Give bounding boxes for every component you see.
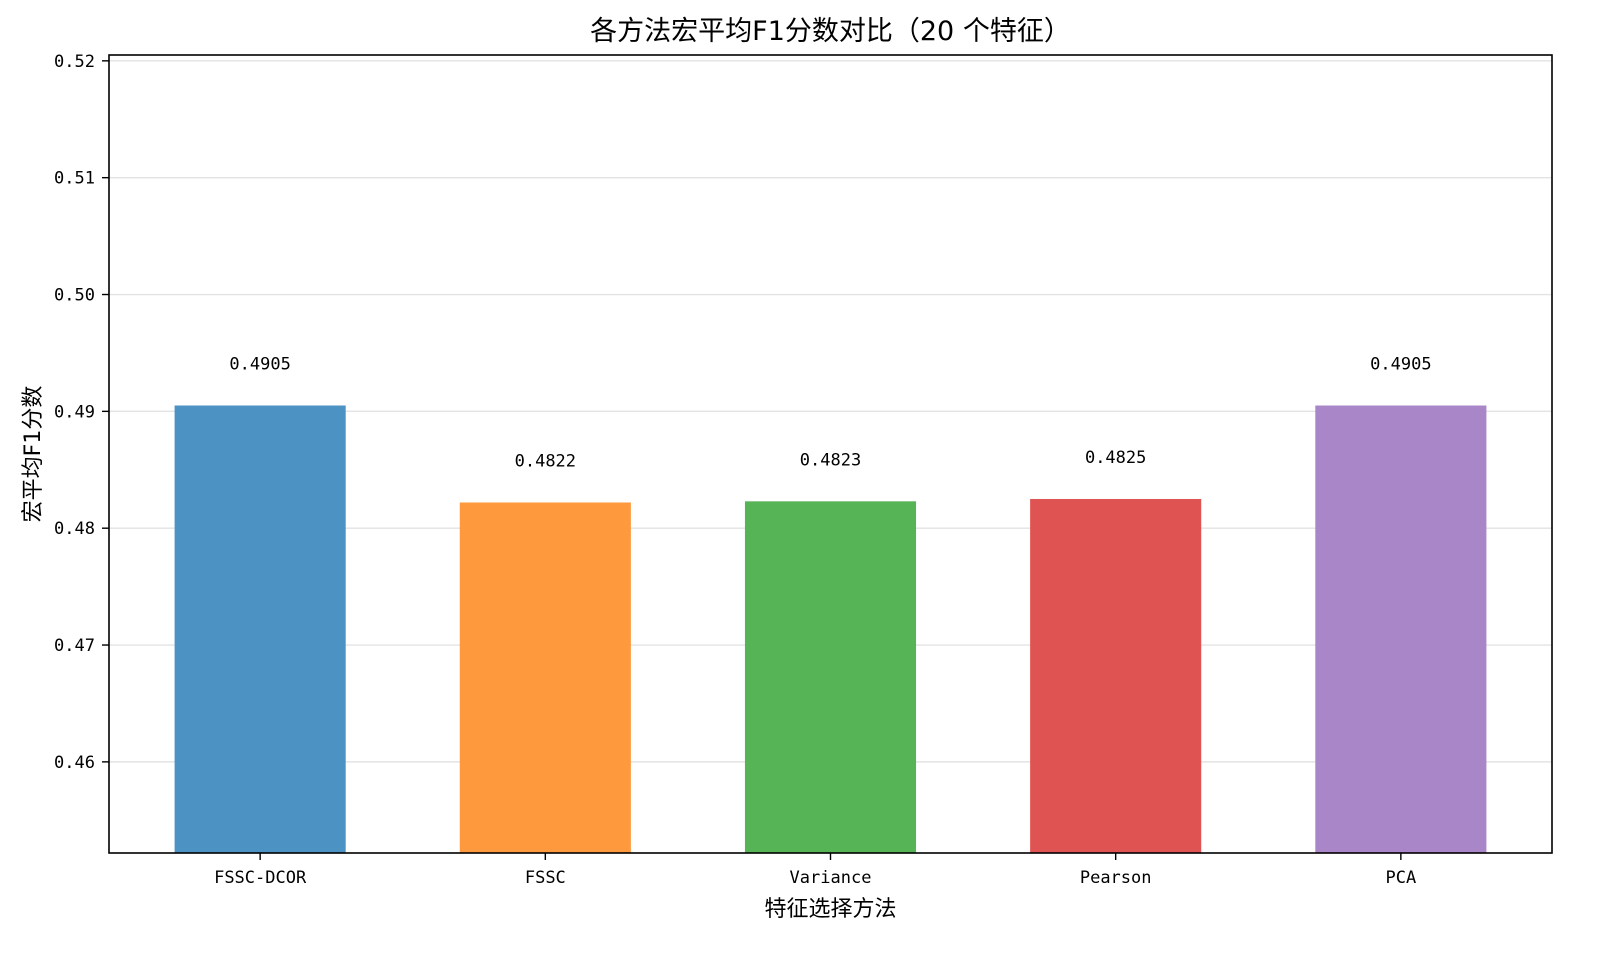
data-label: 0.4905 xyxy=(1370,355,1431,375)
data-labels: 0.4905 0.4822 0.4823 0.4825 0.4905 xyxy=(229,355,1431,472)
y-tick-label: 0.52 xyxy=(54,52,95,72)
bar-pca xyxy=(1315,405,1487,853)
y-axis-label: 宏平均F1分数 xyxy=(21,386,46,523)
bar-fssc-dcor xyxy=(174,405,346,853)
y-tick-label: 0.47 xyxy=(54,636,95,656)
x-tick-label: Variance xyxy=(790,868,872,888)
data-label: 0.4825 xyxy=(1085,448,1146,468)
x-axis-ticks: FSSC-DCOR FSSC Variance Pearson PCA xyxy=(214,853,1416,888)
data-label: 0.4823 xyxy=(800,450,861,470)
data-label: 0.4905 xyxy=(229,355,290,375)
y-tick-label: 0.51 xyxy=(54,169,95,189)
x-tick-label: PCA xyxy=(1385,868,1416,888)
chart-title: 各方法宏平均F1分数对比（20 个特征） xyxy=(590,16,1071,47)
bars xyxy=(174,405,1487,853)
y-tick-label: 0.46 xyxy=(54,753,95,773)
y-tick-label: 0.49 xyxy=(54,402,95,422)
x-tick-label: FSSC xyxy=(525,868,566,888)
bar-fssc xyxy=(459,502,631,853)
y-axis-ticks: 0.46 0.47 0.48 0.49 0.50 0.51 0.52 xyxy=(54,52,109,773)
x-tick-label: Pearson xyxy=(1080,868,1152,888)
x-tick-label: FSSC-DCOR xyxy=(214,868,307,888)
bar-pearson xyxy=(1030,498,1202,853)
y-tick-label: 0.50 xyxy=(54,286,95,306)
x-axis-label: 特征选择方法 xyxy=(764,897,896,922)
y-tick-label: 0.48 xyxy=(54,519,95,539)
bar-variance xyxy=(744,501,917,853)
data-label: 0.4822 xyxy=(515,451,576,471)
